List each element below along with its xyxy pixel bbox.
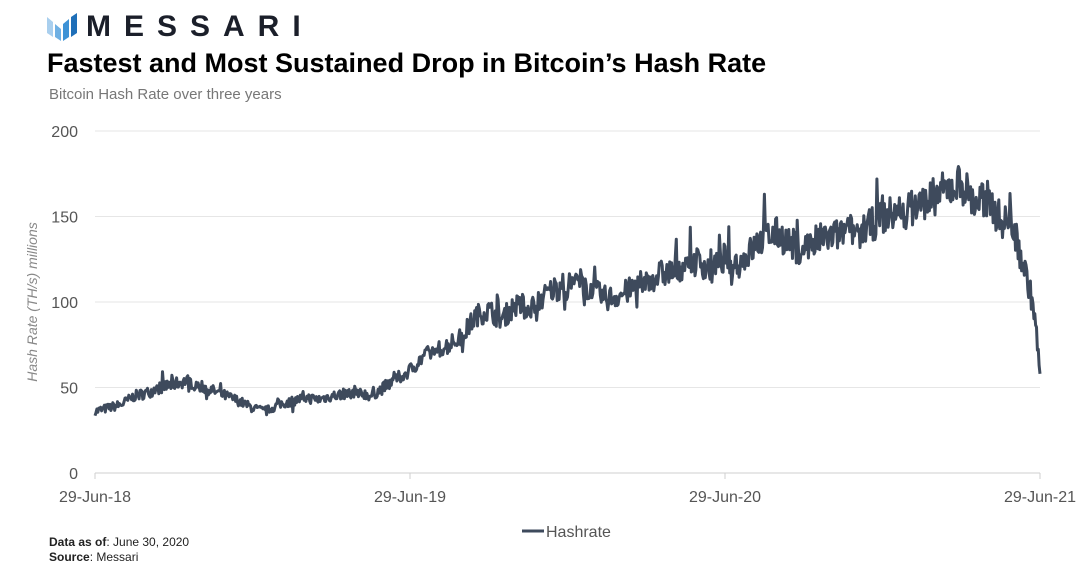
brand-name: MESSARI <box>86 10 314 43</box>
messari-logo-icon <box>47 13 77 41</box>
y-tick-label-100: 100 <box>51 295 78 312</box>
data-as-of-label: Data as of <box>49 535 107 549</box>
chart-title: Fastest and Most Sustained Drop in Bitco… <box>47 48 767 78</box>
x-tick-label-29-Jun-20: 29-Jun-20 <box>689 489 761 506</box>
source-line: Source: Messari <box>49 550 189 565</box>
y-tick-label-200: 200 <box>51 124 78 141</box>
y-tick-label-0: 0 <box>69 466 78 483</box>
x-tick-label-29-Jun-19: 29-Jun-19 <box>374 489 446 506</box>
chart-footer: Data as of: June 30, 2020 Source: Messar… <box>49 535 189 565</box>
x-tick-label-29-Jun-18: 29-Jun-18 <box>59 489 131 506</box>
data-as-of-line: Data as of: June 30, 2020 <box>49 535 189 550</box>
y-tick-label-50: 50 <box>60 381 78 398</box>
x-tick-label-29-Jun-21: 29-Jun-21 <box>1004 489 1076 506</box>
y-tick-label-150: 150 <box>51 210 78 227</box>
series-line-hashrate <box>93 165 1042 417</box>
source-label: Source <box>49 550 90 564</box>
source-value: : Messari <box>89 550 139 564</box>
y-axis-label: Hash Rate (TH/s) millions <box>24 222 40 381</box>
chart-subtitle: Bitcoin Hash Rate over three years <box>49 86 282 103</box>
messari-logo: MESSARI <box>47 12 314 42</box>
legend-label-hashrate: Hashrate <box>546 524 611 541</box>
data-as-of-value: : June 30, 2020 <box>106 535 190 549</box>
